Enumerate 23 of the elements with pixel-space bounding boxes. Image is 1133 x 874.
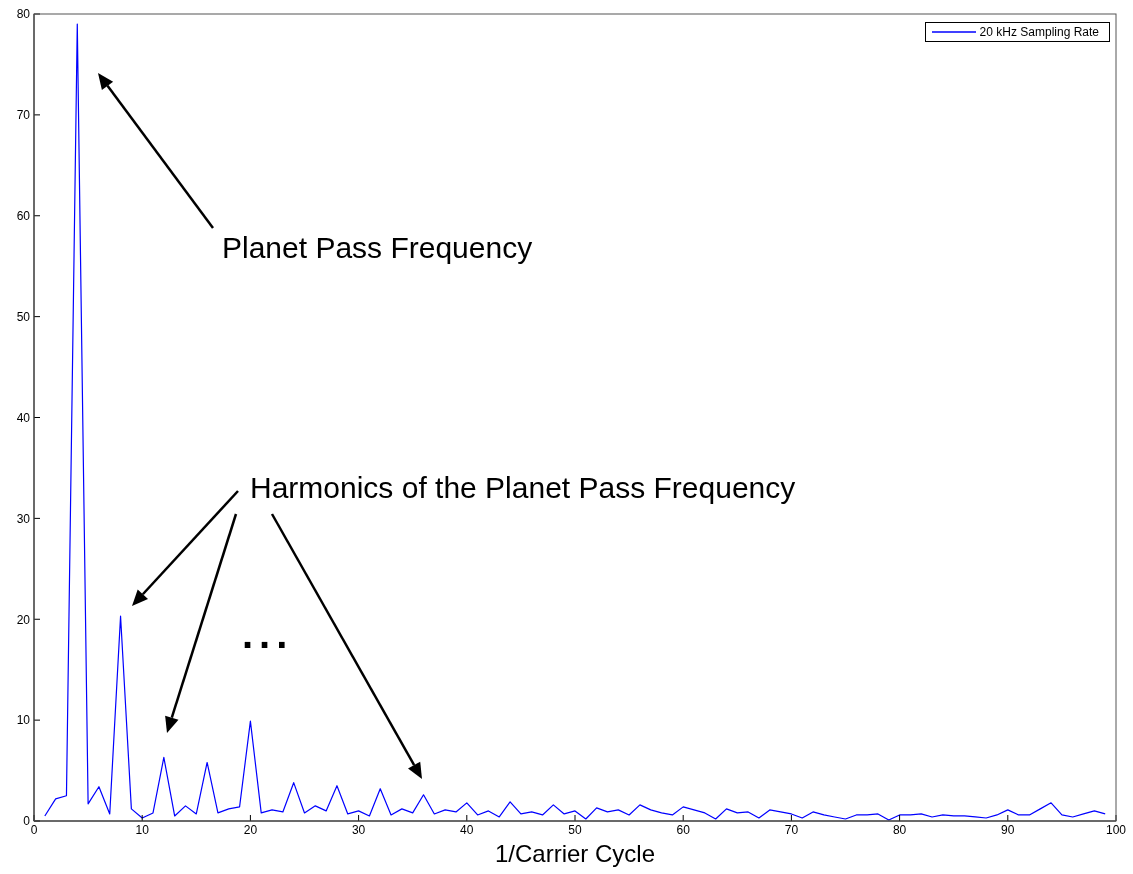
- y-tick-label: 10: [16, 713, 31, 728]
- x-axis-title: 1/Carrier Cycle: [494, 840, 656, 867]
- y-tick-label: 60: [16, 209, 31, 224]
- x-tick-label: 40: [460, 822, 474, 837]
- y-tick-label: 30: [16, 511, 31, 526]
- y-tick-label: 50: [16, 309, 31, 324]
- x-tick-label: 20: [243, 822, 258, 837]
- y-tick-label: 80: [16, 7, 31, 22]
- annotation: ...: [242, 612, 294, 656]
- x-tick-label: 10: [135, 822, 150, 837]
- y-tick-label: 40: [16, 410, 31, 425]
- legend-label: 20 kHz Sampling Rate: [979, 25, 1099, 39]
- annotation: Planet Pass Frequency: [222, 231, 533, 264]
- y-tick-label: 70: [16, 108, 31, 123]
- x-tick-label: 100: [1105, 822, 1127, 837]
- x-tick-label: 50: [568, 822, 582, 837]
- y-tick-label: 20: [16, 612, 31, 627]
- x-tick-label: 30: [351, 822, 366, 837]
- x-tick-label: 90: [1001, 822, 1015, 837]
- annotation: Harmonics of the Planet Pass Frequency: [250, 471, 796, 504]
- x-tick-label: 60: [676, 822, 691, 837]
- x-tick-label: 70: [784, 822, 799, 837]
- x-tick-label: 80: [892, 822, 907, 837]
